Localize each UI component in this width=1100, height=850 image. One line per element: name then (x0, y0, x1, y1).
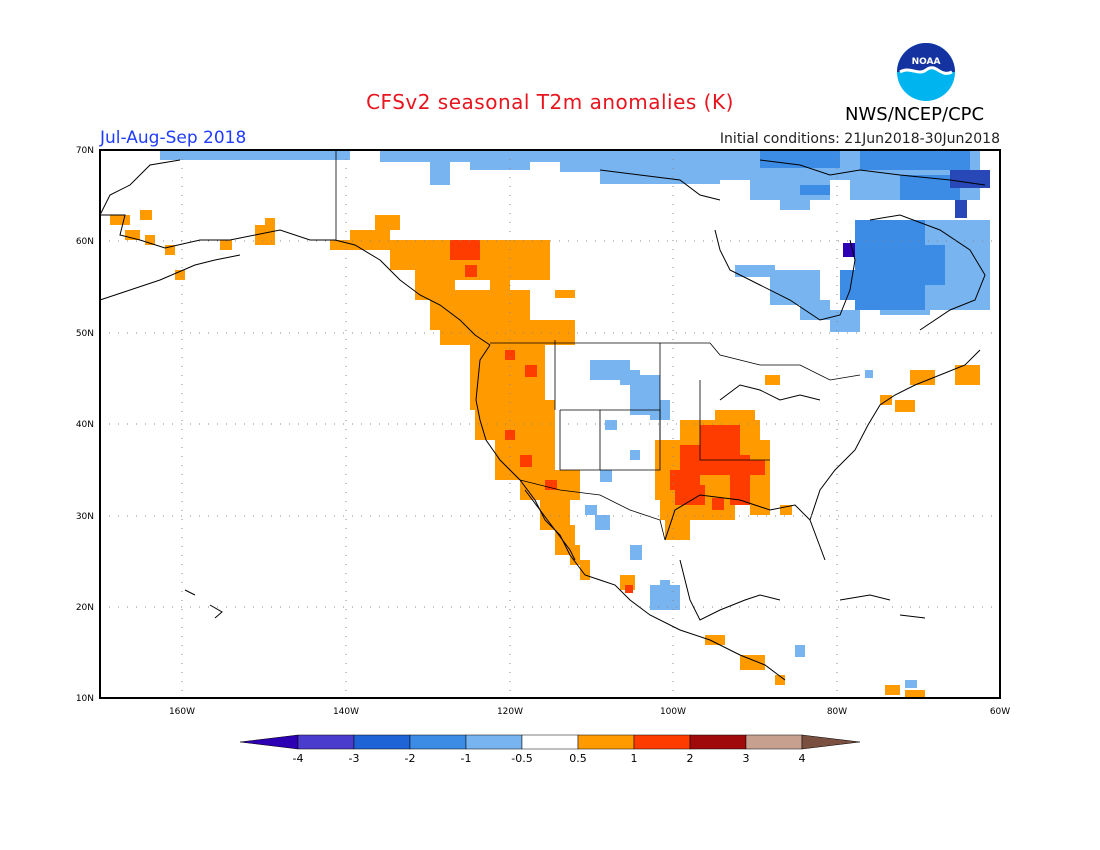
colorbar-swatch (633, 734, 691, 750)
colorbar-tick-label: -4 (293, 752, 304, 765)
arctic-strong-cool-region (950, 170, 990, 218)
lat-label-50n: 50N (76, 329, 94, 339)
coastline-layer (99, 159, 986, 681)
colorbar-swatch (689, 734, 747, 750)
western-strong-warm-region (450, 240, 633, 593)
latitude-labels: 70N 60N 50N 40N 30N 20N 10N (76, 146, 94, 704)
initial-conditions-label: Initial conditions: 21Jun2018-30Jun2018 (719, 131, 1000, 147)
arctic-moderate-cool-region (760, 150, 970, 200)
page-title: CFSv2 seasonal T2m anomalies (K) (366, 90, 734, 114)
plains-cool-region (585, 360, 917, 688)
lat-label-60n: 60N (76, 237, 94, 247)
colorbar-swatch (521, 734, 579, 750)
lon-label-140w: 140W (333, 707, 359, 717)
colorbar-swatch (297, 734, 355, 750)
longitude-labels: 160W 140W 120W 100W 80W 60W (169, 707, 1010, 717)
colorbar-tick-label: 1 (631, 752, 638, 765)
lon-label-160w: 160W (169, 707, 195, 717)
lon-label-120w: 120W (497, 707, 523, 717)
colorbar-swatch (353, 734, 411, 750)
colorbar-tick-label: -1 (461, 752, 472, 765)
lat-label-30n: 30N (76, 512, 94, 522)
colorbar-swatch (577, 734, 635, 750)
colorbar-swatch (409, 734, 467, 750)
colorbar: -4 -3 -2 -1 -0.5 0.5 1 2 3 4 (239, 734, 861, 765)
colorbar-tick-label: -0.5 (511, 752, 532, 765)
colorbar-tick-label: 3 (743, 752, 750, 765)
lon-label-100w: 100W (660, 707, 686, 717)
lat-label-40n: 40N (76, 420, 94, 430)
season-label: Jul-Aug-Sep 2018 (100, 128, 247, 148)
colorbar-tick-label: 0.5 (569, 752, 587, 765)
colorbar-left-arrow (239, 734, 299, 750)
lat-label-10n: 10N (76, 694, 94, 704)
noaa-logo-icon: NOAA (897, 43, 955, 101)
colorbar-tick-label: -2 (405, 752, 416, 765)
colorbar-tick-label: 4 (799, 752, 806, 765)
lat-label-20n: 20N (76, 603, 94, 613)
colorbar-tick-label: -3 (349, 752, 360, 765)
colorbar-right-arrow (801, 734, 861, 750)
colorbar-swatch (745, 734, 803, 750)
agency-label: NWS/NCEP/CPC (845, 104, 985, 125)
central-warm-region (655, 365, 980, 698)
quebec-moderate-cool-region (840, 220, 945, 310)
lon-label-60w: 60W (990, 707, 1010, 717)
map-frame (99, 149, 1001, 699)
lon-label-80w: 80W (827, 707, 847, 717)
quebec-strong-cool-region (843, 243, 855, 257)
graticule-layer (100, 150, 1000, 698)
arctic-cool-region (160, 150, 980, 210)
colorbar-swatch (465, 734, 523, 750)
border-layer (335, 150, 861, 541)
western-warm-region (110, 210, 635, 590)
logo-text: NOAA (912, 57, 941, 67)
anomaly-layer (110, 150, 990, 698)
lat-label-70n: 70N (76, 146, 94, 156)
colorbar-tick-label: 2 (687, 752, 694, 765)
